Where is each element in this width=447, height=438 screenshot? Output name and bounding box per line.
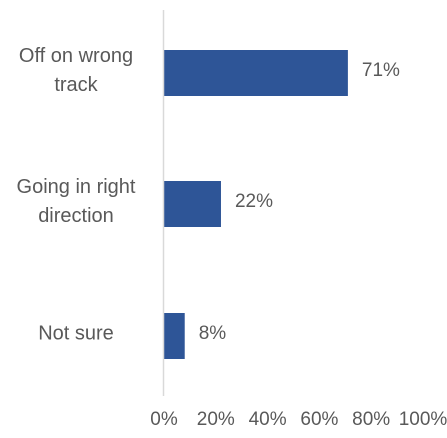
category-label-2-line-0: Not sure: [38, 322, 114, 344]
x-tick-label-3: 60%: [300, 409, 338, 430]
data-label-1: 22%: [235, 191, 273, 212]
bars-layer: [164, 50, 348, 359]
x-tick-label-0: 0%: [150, 409, 178, 430]
bar-0: [164, 50, 348, 96]
category-labels-layer: Off on wrong track Going in right direction…: [17, 45, 136, 345]
x-tick-label-1: 20%: [197, 409, 235, 430]
data-label-0: 71%: [362, 60, 400, 81]
tick-labels-layer: 0% 20% 40% 60% 80% 100%: [150, 409, 447, 430]
x-tick-label-5: 100%: [399, 409, 447, 430]
data-label-2: 8%: [199, 323, 227, 344]
data-labels-layer: 71% 22% 8%: [199, 60, 400, 344]
bar-1: [164, 181, 221, 227]
x-tick-label-4: 80%: [352, 409, 390, 430]
category-label-1-line-1: direction: [38, 205, 114, 227]
category-label-1-line-0: Going in right: [17, 176, 136, 198]
category-label-0: Off on wrong track: [19, 45, 133, 96]
category-label-1: Going in right direction: [17, 176, 136, 227]
category-label-2: Not sure: [38, 322, 114, 344]
category-label-0-line-0: Off on wrong: [19, 45, 133, 67]
x-tick-label-2: 40%: [249, 409, 287, 430]
category-label-0-line-1: track: [54, 74, 98, 96]
bar-2: [164, 313, 185, 359]
